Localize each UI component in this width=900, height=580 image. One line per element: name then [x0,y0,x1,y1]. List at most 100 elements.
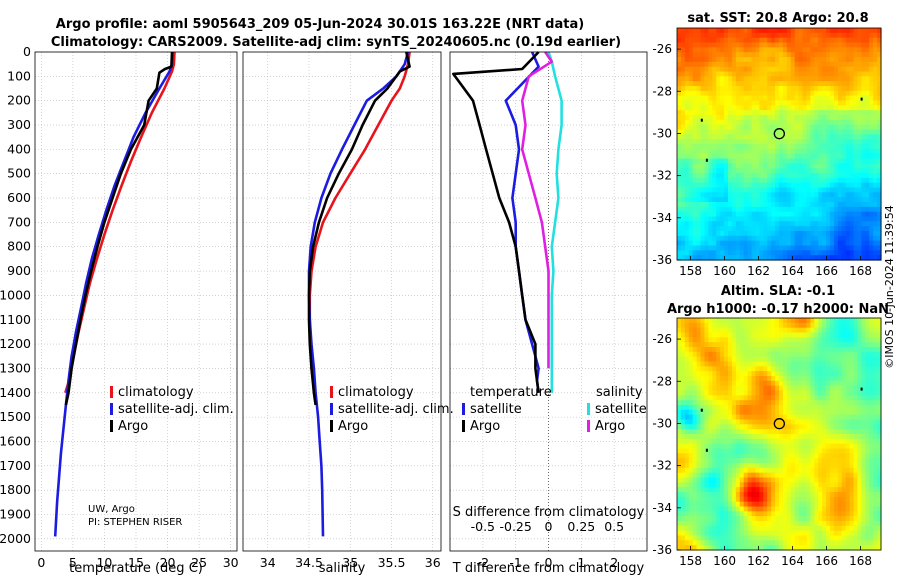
map-cell [833,66,839,73]
map-cell [794,337,800,343]
map-cell [845,177,851,184]
map-cell [841,419,847,425]
map-cell [779,463,784,469]
map-cell [861,90,866,97]
map-cell [716,419,721,425]
map-cell [861,458,866,464]
map-cell [680,525,686,532]
map-cell [873,477,878,483]
map-cell [833,458,839,464]
map-cell [822,424,827,430]
map-cell [873,453,878,459]
map-cell [790,163,796,169]
map-cell [869,240,874,247]
map-cell [771,158,776,164]
map-cell [677,521,682,527]
map-cell [700,245,706,251]
map-cell [716,95,721,102]
map-cell [814,240,819,247]
map-cell [782,192,788,198]
map-cell [794,506,800,512]
map-cell [728,95,733,102]
map-cell [845,467,851,474]
map-cell [782,206,788,213]
map-cell [837,487,843,493]
map-cell [794,327,800,334]
map-cell [849,322,855,329]
map-cell [841,240,847,247]
map-cell [708,467,713,474]
map-cell [865,95,870,102]
map-cell [818,231,823,237]
map-cell [739,61,745,68]
map-cell [692,356,698,363]
map-cell [700,52,706,58]
map-cell [720,211,725,218]
map-cell [677,366,682,372]
map-cell [830,443,835,450]
map-cell [810,158,815,164]
map-cell [845,197,851,203]
map-cell [853,390,859,396]
map-cell [826,332,831,338]
map-cell [790,105,796,111]
map-cell [767,434,772,440]
map-cell [798,429,804,435]
map-cell [712,366,717,372]
map-cell [700,467,706,474]
map-cell [869,463,874,469]
map-cell [830,492,835,498]
map-cell [857,482,862,488]
map-cell [849,327,855,334]
map-cell [735,95,741,102]
map-cell [786,521,792,527]
map-cell [822,477,827,483]
map-cell [794,192,800,198]
map-cell [724,487,729,493]
map-cell [771,187,776,193]
map-cell [720,47,725,53]
map-cell [794,47,800,53]
map-cell [865,221,870,227]
map-cell [814,158,819,164]
map-cell [688,202,694,208]
map-cell [775,342,780,348]
map-cell [806,216,811,222]
map-cell [692,81,698,87]
map-cell [677,337,682,343]
map-cell [771,52,776,58]
map-cell [802,71,808,77]
map-cell [735,187,741,193]
map-cell [712,487,717,493]
map-cell [865,153,870,160]
map-cell [731,337,737,343]
map-cell [857,187,862,193]
map-cell [865,182,870,189]
map-cell [814,405,819,411]
map-cell [790,81,796,87]
map-cell [680,231,686,237]
map-cell [786,332,792,338]
map-cell [845,322,851,329]
map-cell [818,472,823,479]
map-cell [822,414,827,421]
map-cell [688,250,694,256]
map-cell [720,134,725,140]
map-cell [798,173,804,179]
map-cell [798,424,804,430]
map-cell [684,216,690,222]
map-cell [692,390,698,396]
map-cell [861,371,866,377]
map-cell [830,516,835,522]
map-cell [794,366,800,372]
map-cell [779,177,784,184]
map-cell [716,158,721,164]
map-cell [810,501,815,508]
map-cell [849,361,855,367]
map-cell [782,351,788,358]
map-cell [712,115,717,121]
map-cell [704,376,709,382]
map-cell [798,521,804,527]
map-cell [869,119,874,126]
map-cell [841,57,847,63]
